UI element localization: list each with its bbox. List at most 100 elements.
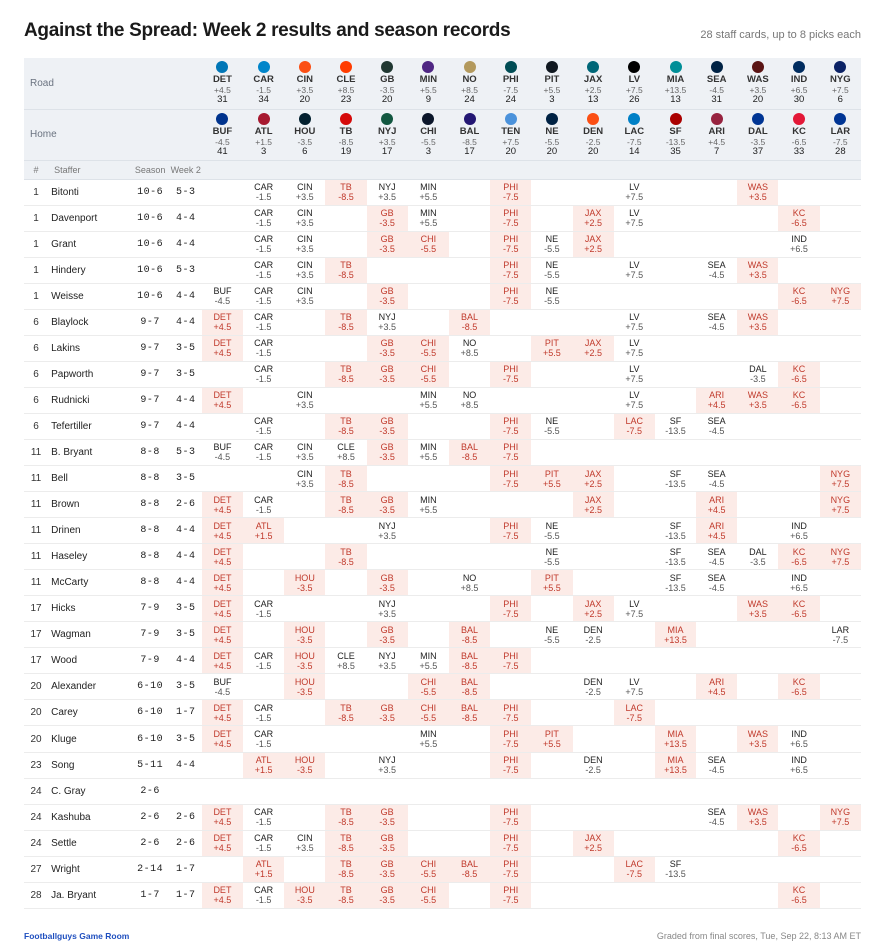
pick: WAS +3.5 <box>737 260 778 280</box>
pick-team: NE <box>545 286 559 297</box>
team-spread: -1.5 <box>256 85 271 96</box>
pick-spread: -13.5 <box>665 426 686 437</box>
pick-cell <box>819 725 861 753</box>
pick-spread: +7.5 <box>625 374 644 385</box>
week-record: 4-4 <box>169 543 202 571</box>
pick-cell <box>407 257 449 284</box>
pick-spread: +3.5 <box>295 218 314 229</box>
pick-spread: -3.5 <box>379 843 395 854</box>
pick-cell <box>778 621 820 649</box>
pick-team: CIN <box>297 260 313 271</box>
road-team-6: NO +8.5 24 <box>448 58 491 110</box>
pick-spread: -6.5 <box>791 556 807 567</box>
pick: GB -3.5 <box>367 338 408 358</box>
team-abbr: PHI <box>502 74 519 86</box>
team-spread: -7.5 <box>833 136 848 147</box>
pick-team: TB <box>340 468 352 479</box>
team-abbr: HOU <box>294 125 316 137</box>
pick-spread: -8.5 <box>338 478 354 489</box>
pick-cell: PHI -7.5 <box>490 595 532 623</box>
pick: CIN +3.5 <box>284 469 325 489</box>
pick: PIT +5.5 <box>531 469 572 489</box>
pick-spread: -7.5 <box>502 192 519 203</box>
team-logo-icon <box>381 112 394 125</box>
pick: JAX +2.5 <box>573 338 614 358</box>
pick-spread: -6.5 <box>791 843 807 854</box>
pick-cell <box>819 699 861 727</box>
pick-team: TB <box>340 807 352 818</box>
pick-spread: +4.5 <box>213 322 232 333</box>
pick: SEA -4.5 <box>696 547 737 567</box>
pick-cell: CAR -1.5 <box>243 361 285 388</box>
pick: TB -8.5 <box>325 495 366 515</box>
pick-cell <box>407 465 449 493</box>
pick-cell: DET +4.5 <box>201 804 244 831</box>
pick-spread: +8.5 <box>460 400 479 411</box>
staffer-rank: 6 <box>24 413 49 440</box>
pick: KC -6.5 <box>778 833 819 853</box>
pick-team: NO <box>462 390 477 401</box>
team-score: 20 <box>505 145 517 157</box>
pick-spread: -3.5 <box>297 582 313 593</box>
pick-team: KC <box>792 208 806 219</box>
pick-cell <box>737 283 779 310</box>
pick-cell <box>490 309 532 336</box>
pick: DET +4.5 <box>202 521 243 541</box>
pick-cell <box>448 752 491 779</box>
staffer-rank: 1 <box>24 205 49 232</box>
pick-cell: LV +7.5 <box>613 595 655 623</box>
pick-cell <box>654 205 697 232</box>
pick-cell <box>448 179 491 206</box>
pick-team: SEA <box>707 546 726 557</box>
week-record: 3-5 <box>169 725 202 753</box>
pick-cell: CHI -5.5 <box>407 882 449 909</box>
pick-spread: -8.5 <box>338 817 354 828</box>
pick-team: PHI <box>503 807 519 818</box>
pick-team: WAS <box>747 598 768 609</box>
pick-cell: GB -3.5 <box>366 205 408 232</box>
footer-brand-link[interactable]: Footballguys Game Room <box>24 931 130 941</box>
week-record: 3-5 <box>169 621 202 649</box>
pick: BAL -8.5 <box>449 703 490 723</box>
team-logo-icon <box>834 61 847 74</box>
pick-team: HOU <box>294 885 315 896</box>
pick-spread: +13.5 <box>664 739 687 749</box>
pick-spread: -13.5 <box>665 530 686 541</box>
pick: BAL -8.5 <box>449 651 490 671</box>
pick: CLE +8.5 <box>325 442 366 462</box>
pick-cell <box>572 543 614 571</box>
pick: CIN +3.5 <box>284 390 325 410</box>
road-team-0: DET +4.5 31 <box>201 58 244 110</box>
team-abbr: CHI <box>420 125 437 137</box>
team-logo-icon <box>216 61 229 74</box>
season-record: 10-6 <box>130 257 170 284</box>
team-abbr: NE <box>545 125 559 137</box>
staffer-name: Ja. Bryant <box>48 882 131 909</box>
road-team-1: CAR -1.5 34 <box>243 58 285 110</box>
pick-spread: +7.5 <box>625 270 644 281</box>
pick-team: PHI <box>503 208 519 219</box>
pick-spread: +7.5 <box>831 478 850 489</box>
pick: NE -5.5 <box>531 625 572 645</box>
table-row: 11 Bell 8-8 3-5 CIN +3.5 TB -8.5 PHI -7.5 PIT +5.5 J… <box>24 465 861 493</box>
season-record: 7-9 <box>130 647 170 675</box>
pick-spread: +3.5 <box>295 400 314 411</box>
pick-team: CAR <box>254 286 274 297</box>
team-logo-icon <box>628 61 641 74</box>
pick-spread: +4.5 <box>213 843 232 854</box>
pick-cell: SF -13.5 <box>654 543 697 571</box>
pick-team: KC <box>792 885 806 896</box>
pick: PHI -7.5 <box>490 651 531 671</box>
team-logo-icon <box>298 61 311 74</box>
week-record: 3-5 <box>169 465 202 493</box>
pick-cell <box>325 569 367 597</box>
pick-cell <box>531 856 573 883</box>
table-row: 6 Rudnicki 9-7 4-4 DET +4.5 CIN +3.5 MIN +5.5 NO +8… <box>24 387 861 414</box>
pick-cell <box>325 387 367 414</box>
team-spread: +4.5 <box>214 85 231 96</box>
pick-spread: +4.5 <box>213 348 232 359</box>
pick-cell: DAL -3.5 <box>737 543 779 571</box>
pick-team: NE <box>545 520 559 531</box>
team-score: 13 <box>670 94 681 106</box>
pick-team: DET <box>213 572 232 583</box>
